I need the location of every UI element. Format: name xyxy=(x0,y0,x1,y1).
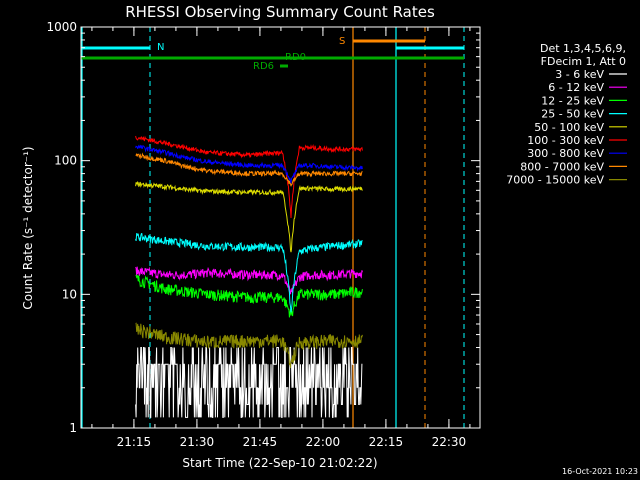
series-line-7 xyxy=(135,144,363,184)
plot-area: N RD0 RD6 S 1 10 100 1000 21:15 21:30 21:45 22:00 22… xyxy=(46,20,481,449)
y-axis-label: Count Rate (s⁻¹ detector⁻¹) xyxy=(21,146,35,309)
marker-label-rd6: RD6 xyxy=(253,61,274,72)
series-line-9 xyxy=(135,322,363,369)
y-tick-label: 100 xyxy=(54,154,77,168)
legend-label: 800 - 7000 keV xyxy=(520,160,604,173)
legend-label: 12 - 25 keV xyxy=(541,94,604,107)
marker-label-n: N xyxy=(157,42,164,53)
series-line-3 xyxy=(135,274,363,318)
marker-label-s: S xyxy=(339,36,345,47)
series-line-8 xyxy=(135,152,363,187)
chart-title: RHESSI Observing Summary Count Rates xyxy=(125,3,435,21)
marker-label-rd0: RD0 xyxy=(285,52,306,63)
x-tick-label: 21:45 xyxy=(243,435,278,449)
series-line-6 xyxy=(135,135,363,219)
y-tick-label: 10 xyxy=(62,287,77,301)
series-line-5 xyxy=(135,181,363,253)
legend-label: 6 - 12 keV xyxy=(548,81,604,94)
legend-label: 7000 - 15000 keV xyxy=(506,174,604,187)
y-tick-label: 1000 xyxy=(46,20,77,34)
y-tick-label: 1 xyxy=(69,421,77,435)
x-tick-label: 21:30 xyxy=(180,435,215,449)
legend-header-decimation: FDecim 1, Att 0 xyxy=(541,55,626,68)
x-tick-label: 21:15 xyxy=(117,435,152,449)
series-line-1 xyxy=(135,347,363,418)
legend-label: 300 - 800 keV xyxy=(527,147,604,160)
legend-label: 25 - 50 keV xyxy=(541,108,604,121)
legend-label: 100 - 300 keV xyxy=(527,134,604,147)
series-line-4 xyxy=(135,233,363,313)
x-tick-label: 22:00 xyxy=(306,435,341,449)
x-tick-label: 22:30 xyxy=(432,435,467,449)
legend-label: 50 - 100 keV xyxy=(534,121,604,134)
series-line-2 xyxy=(135,266,363,295)
legend-header-detectors: Det 1,3,4,5,6,9, xyxy=(540,42,626,55)
footer-date: 16-Oct-2021 10:23 xyxy=(562,467,638,476)
x-axis-label: Start Time (22-Sep-10 21:02:22) xyxy=(182,456,377,470)
x-tick-label: 22:15 xyxy=(369,435,404,449)
legend-label: 3 - 6 keV xyxy=(555,68,604,81)
